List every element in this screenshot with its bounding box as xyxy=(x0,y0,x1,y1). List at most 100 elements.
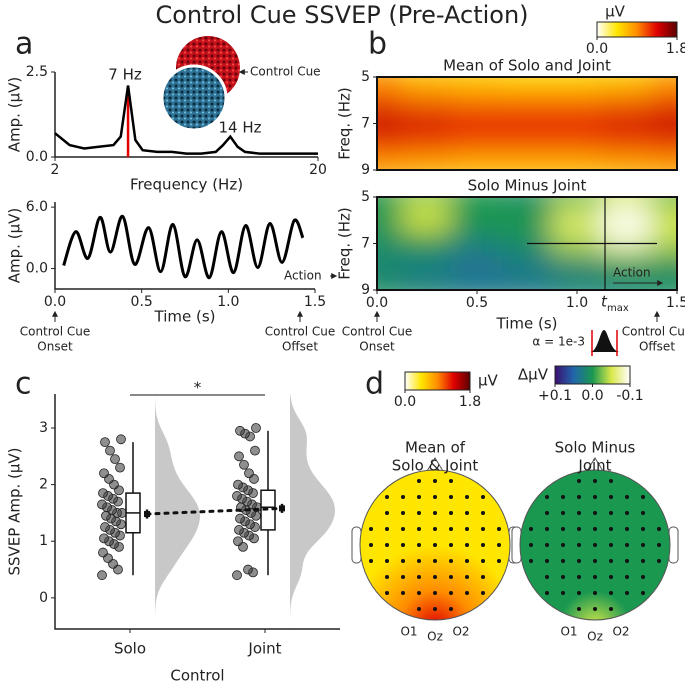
x-axis-label: Time (s) xyxy=(154,308,216,326)
data-point xyxy=(97,570,107,581)
heatmap-cell xyxy=(377,110,403,137)
tmax-sub: max xyxy=(607,303,629,314)
electrode xyxy=(641,527,645,531)
heatmap-cell xyxy=(451,77,503,90)
electrode xyxy=(577,511,581,515)
electrode xyxy=(593,591,597,595)
electrode xyxy=(561,559,565,563)
x-tick-label: 0.5 xyxy=(131,294,153,310)
data-point xyxy=(250,445,260,456)
y-tick-label: 5 xyxy=(361,69,370,85)
heatmap-cell xyxy=(651,157,677,170)
electrode xyxy=(609,511,613,515)
x-axis-label: Time (s) xyxy=(496,315,558,333)
heatmap-cell xyxy=(551,254,603,280)
electrode xyxy=(641,495,645,499)
heatmap-cell xyxy=(651,87,677,113)
electrode xyxy=(369,527,373,531)
significance-label: * xyxy=(194,379,202,397)
heatmap-cell xyxy=(601,134,653,160)
data-point xyxy=(244,468,254,479)
electrode xyxy=(657,543,661,547)
annotation: Action xyxy=(284,269,322,283)
electrode xyxy=(609,559,613,563)
axis-line xyxy=(54,394,340,630)
y-tick-label: 6.0 xyxy=(26,199,48,215)
y-axis-label: Amp. (μV) xyxy=(6,208,24,283)
electrode xyxy=(385,527,389,531)
heatmap-cell xyxy=(601,197,653,210)
panel-label: a xyxy=(15,27,33,62)
heatmap-cell xyxy=(551,207,603,233)
electrode xyxy=(433,575,437,579)
heatmap-cell xyxy=(451,134,503,160)
y-tick-label: 0 xyxy=(39,590,48,606)
electrode xyxy=(577,575,581,579)
electrode xyxy=(417,543,421,547)
topomap-title: Joint xyxy=(577,457,611,475)
electrode xyxy=(545,591,549,595)
data-point xyxy=(116,434,126,445)
electrode xyxy=(481,495,485,499)
electrode xyxy=(401,591,405,595)
heatmap-cell xyxy=(501,77,553,90)
electrode-label: Oz xyxy=(427,630,443,644)
data-point xyxy=(115,462,125,473)
electrode xyxy=(449,543,453,547)
heatmap-cell xyxy=(651,197,677,210)
heatmap-cell xyxy=(451,207,503,233)
electrode xyxy=(561,575,565,579)
data-point xyxy=(105,445,115,456)
heatmap-cell xyxy=(601,77,653,90)
electrode xyxy=(561,511,565,515)
heatmap-cell xyxy=(651,134,677,160)
electrode xyxy=(561,591,565,595)
heatmap-cell xyxy=(551,277,603,290)
y-tick-label: 7 xyxy=(361,116,370,132)
data-point xyxy=(234,525,244,535)
heatmap-cell xyxy=(501,207,553,233)
electrode xyxy=(609,575,613,579)
alpha-label: α = 1e-3 xyxy=(532,335,585,349)
electrode-label: O1 xyxy=(400,625,417,639)
heatmap-cell xyxy=(601,110,653,137)
offset-label: Control Cue xyxy=(622,325,685,339)
data-line xyxy=(54,85,318,155)
electrode xyxy=(609,543,613,547)
x-tick-label: Solo xyxy=(114,640,146,658)
electrode xyxy=(433,607,437,611)
colorbar-tick-label: 1.8 xyxy=(459,394,481,410)
data-point xyxy=(98,547,108,558)
electrode xyxy=(417,527,421,531)
electrode xyxy=(417,479,421,483)
topomap-title: Solo Minus xyxy=(555,439,636,457)
electrode xyxy=(593,495,597,499)
electrode xyxy=(625,575,629,579)
heatmap-cell xyxy=(401,157,453,170)
colorbar-tick-label: 0.0 xyxy=(586,41,608,57)
heatmap-cell xyxy=(401,277,453,290)
colorbar xyxy=(404,371,471,391)
electrode xyxy=(577,527,581,531)
annotation: Action xyxy=(613,266,651,280)
colorbar xyxy=(554,365,631,385)
colorbar xyxy=(596,21,678,38)
electrode xyxy=(545,527,549,531)
electrode xyxy=(577,591,581,595)
electrode xyxy=(641,543,645,547)
electrode xyxy=(545,543,549,547)
x-tick-label: 0.0 xyxy=(366,295,388,311)
onset-label: Onset xyxy=(37,340,73,354)
density-cloud xyxy=(290,394,335,629)
heatmap-cell xyxy=(451,110,503,137)
electrode xyxy=(593,527,597,531)
onset-label: Control Cue xyxy=(20,325,91,339)
electrode xyxy=(609,495,613,499)
electrode xyxy=(385,495,389,499)
heatmap-cell xyxy=(377,157,403,170)
electrode xyxy=(593,607,597,611)
colorbar-tick-label: +0.1 xyxy=(538,388,572,404)
electrode xyxy=(401,495,405,499)
heatmap-cell xyxy=(501,157,553,170)
